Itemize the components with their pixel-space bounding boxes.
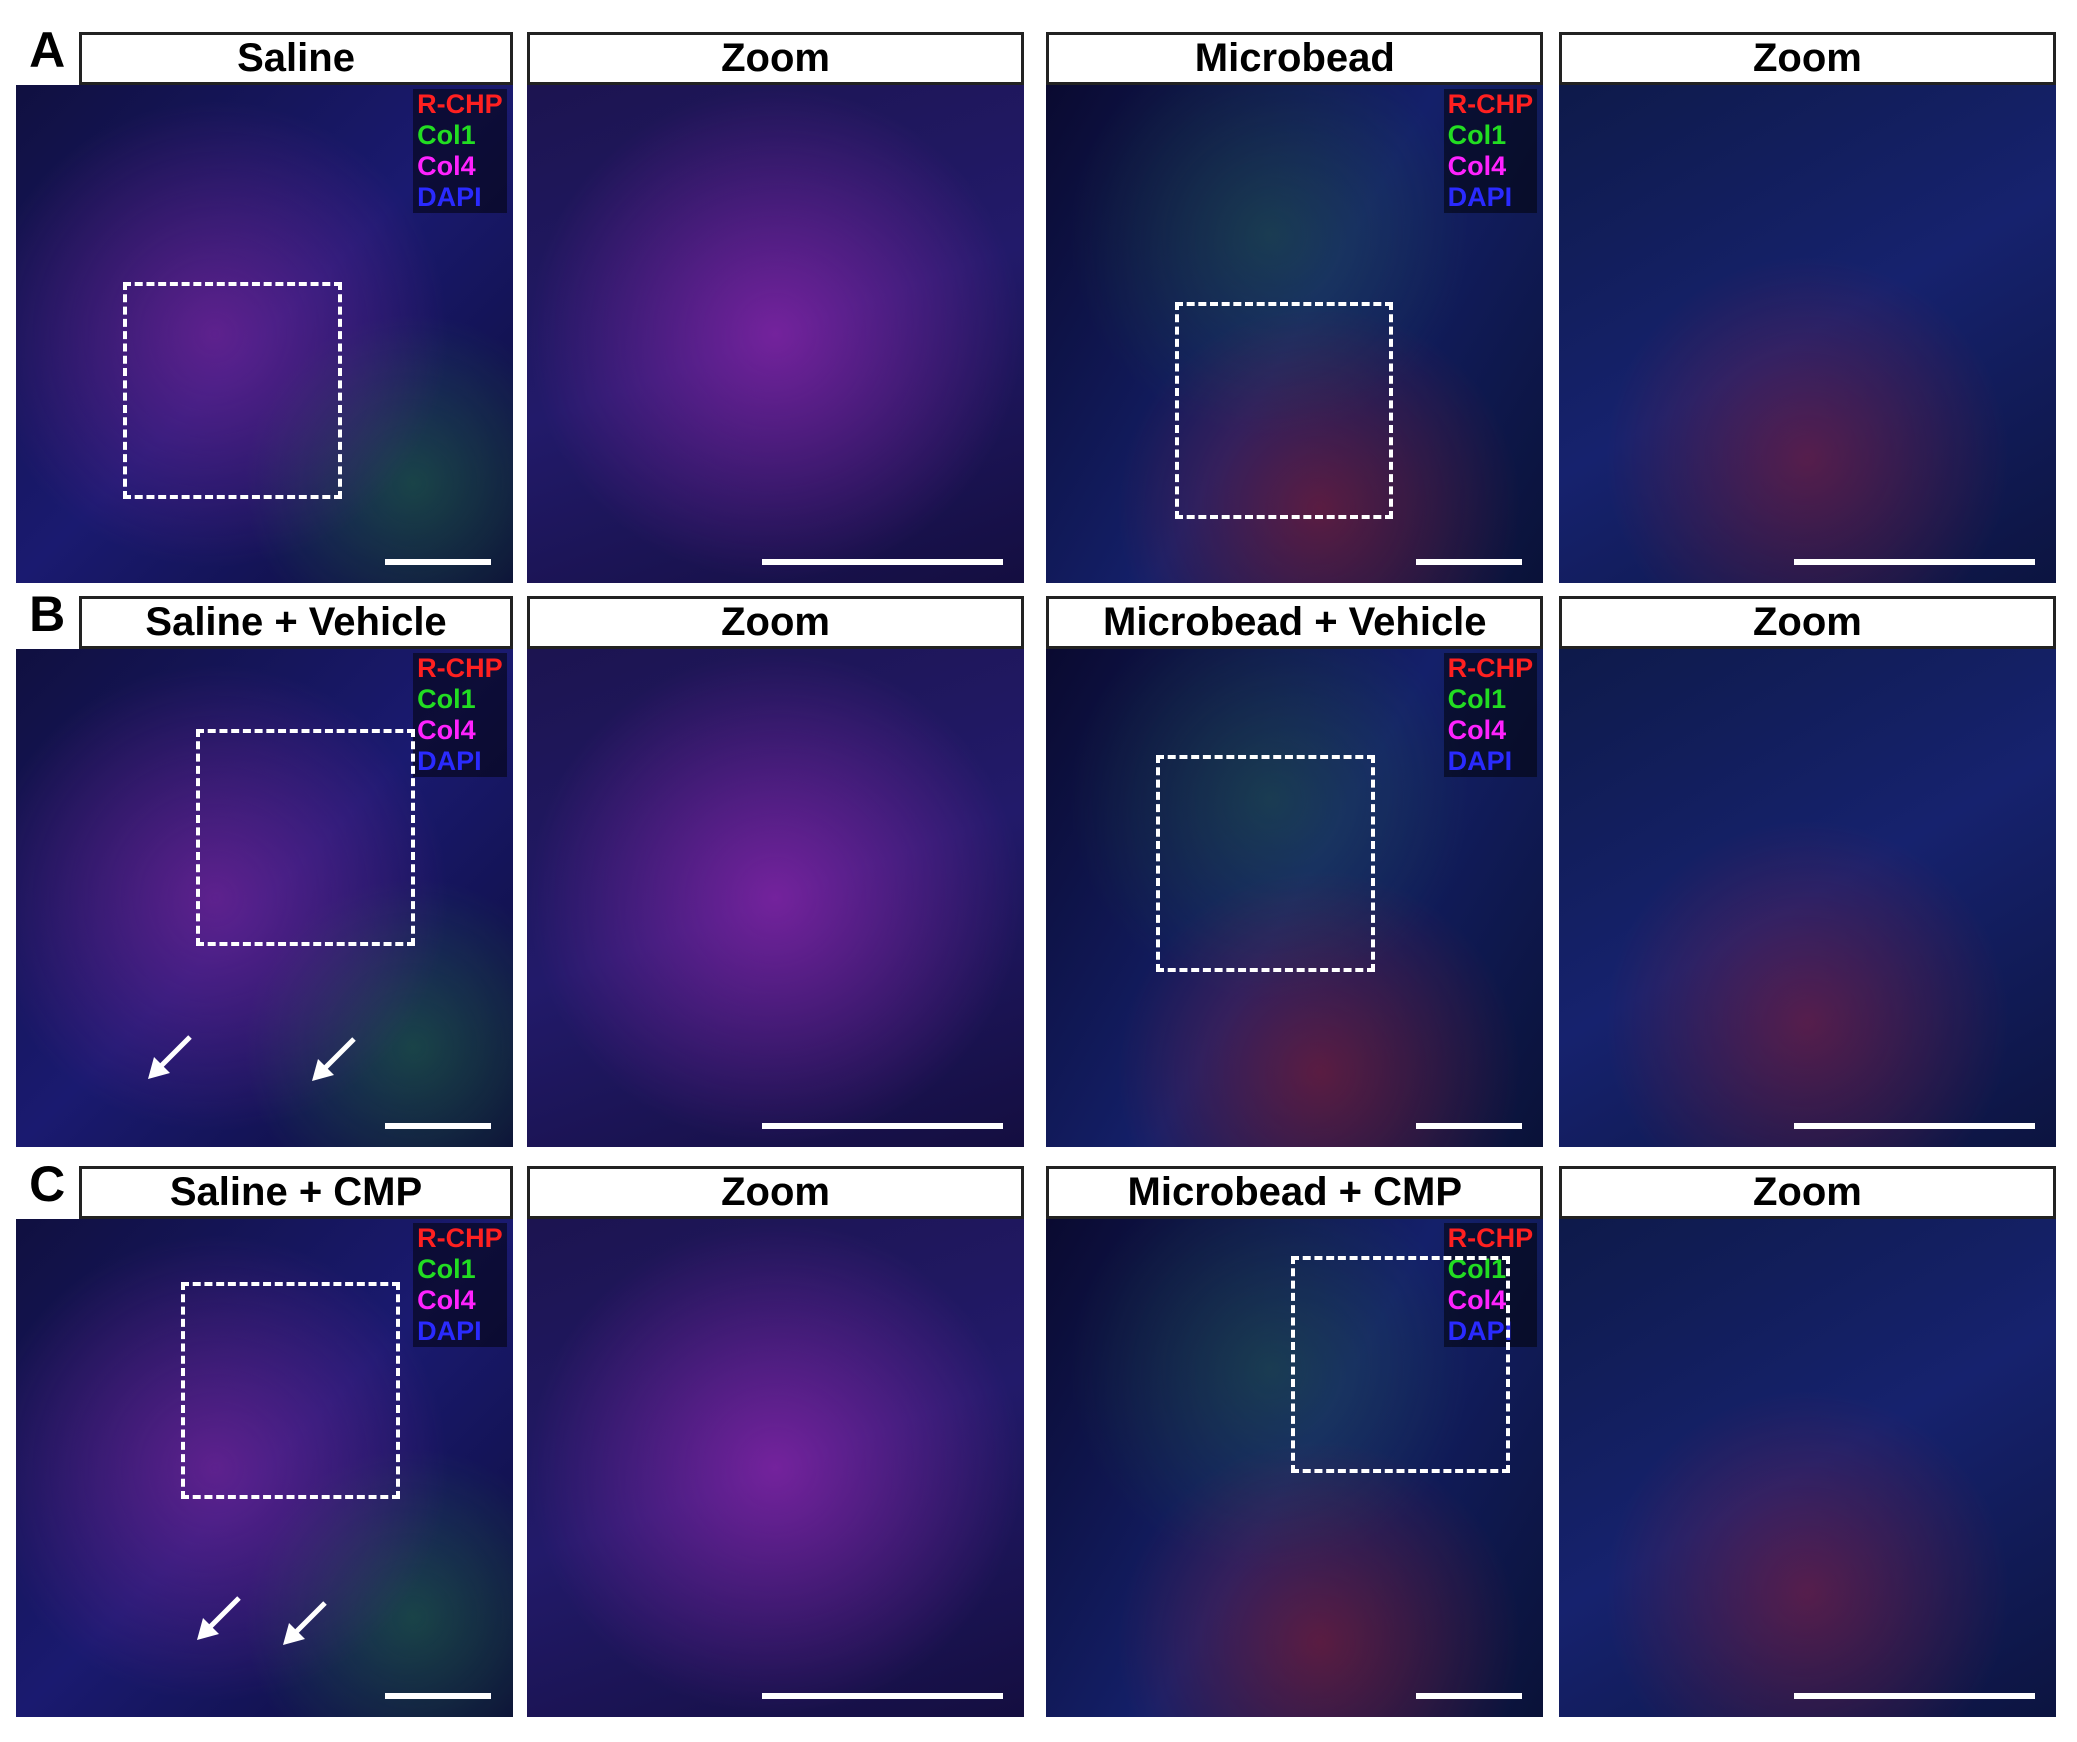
micrograph — [527, 649, 1024, 1148]
scale-bar — [1793, 1123, 2035, 1130]
micrograph — [1559, 649, 2056, 1148]
panel-title: Zoom — [527, 1165, 1024, 1219]
micrograph: R-CHP Col1 Col4 DAPI — [15, 1218, 513, 1717]
channel-legend: R-CHP Col1 Col4 DAPI — [413, 88, 507, 213]
micrograph: R-CHP Col1 Col4 DAPI — [15, 84, 513, 583]
zoom-region — [181, 1282, 400, 1500]
zoom-region — [123, 282, 342, 500]
channel-name: Col4 — [1447, 150, 1507, 181]
panel-title: Saline + CMP — [79, 1165, 513, 1219]
scale-bar — [1793, 558, 2035, 565]
panel-title: Zoom — [527, 31, 1024, 85]
channel-name: Col4 — [1447, 1284, 1507, 1315]
zoom-region — [196, 728, 415, 946]
micrograph — [1559, 84, 2056, 583]
channel-legend: R-CHP Col1 Col4 DAPI — [413, 653, 507, 778]
channel-name: R-CHP — [417, 88, 503, 119]
channel-name: Col4 — [1447, 715, 1507, 746]
channel-name: Col1 — [1447, 119, 1507, 150]
channel-legend: R-CHP Col1 Col4 DAPI — [1443, 88, 1538, 213]
panel-title: Zoom — [1559, 596, 2056, 650]
channel-name: R-CHP — [417, 1222, 503, 1253]
scale-bar — [385, 1692, 492, 1699]
micrograph: R-CHP Col1 Col4 DAPI — [15, 649, 513, 1148]
zoom-region — [1174, 302, 1394, 520]
channel-name: R-CHP — [417, 653, 503, 684]
scale-bar — [1793, 1692, 2035, 1699]
channel-name: Col1 — [1447, 684, 1507, 715]
micrograph — [527, 84, 1024, 583]
scale-bar — [761, 1692, 1003, 1699]
channel-name: DAPI — [1447, 181, 1513, 212]
panel-title: Microbead + CMP — [1046, 1165, 1544, 1219]
micrograph: R-CHP Col1 Col4 DAPI — [1046, 84, 1544, 583]
channel-name: Col1 — [417, 1253, 476, 1284]
panel-title: Saline + Vehicle — [79, 596, 513, 650]
scale-bar — [1416, 558, 1522, 565]
channel-name: Col4 — [417, 715, 476, 746]
channel-name: Col1 — [417, 684, 476, 715]
arrow — [282, 1601, 327, 1646]
channel-name: DAPI — [417, 746, 482, 777]
channel-legend: R-CHP Col1 Col4 DAPI — [1443, 653, 1538, 778]
panel-title: Zoom — [527, 596, 1024, 650]
channel-name: R-CHP — [1447, 88, 1534, 119]
scale-bar — [761, 558, 1003, 565]
arrow — [311, 1037, 356, 1082]
channel-name: DAPI — [417, 1315, 482, 1346]
panel-title: Zoom — [1559, 31, 2056, 85]
scale-bar — [761, 1123, 1003, 1130]
micrograph — [1559, 1218, 2056, 1717]
scale-bar — [385, 558, 492, 565]
channel-name: DAPI — [417, 181, 482, 212]
scale-bar — [385, 1123, 492, 1130]
channel-name: Col1 — [417, 119, 476, 150]
panel-letter: B — [29, 586, 66, 643]
arrow — [196, 1596, 241, 1641]
channel-name: R-CHP — [1447, 1222, 1534, 1253]
panel-title: Zoom — [1559, 1165, 2056, 1219]
panel-title: Saline — [79, 31, 513, 85]
channel-name: Col4 — [417, 1284, 476, 1315]
scale-bar — [1416, 1692, 1522, 1699]
panel-title: Microbead + Vehicle — [1046, 596, 1544, 650]
panel-title: Microbead — [1046, 31, 1544, 85]
micrograph — [527, 1218, 1024, 1717]
channel-name: R-CHP — [1447, 653, 1534, 684]
panel-letter: A — [29, 22, 66, 79]
zoom-region — [1291, 1255, 1511, 1473]
channel-name: Col4 — [417, 150, 476, 181]
channel-legend: R-CHP Col1 Col4 DAPI — [413, 1222, 507, 1347]
arrow — [147, 1034, 192, 1079]
zoom-region — [1156, 755, 1375, 973]
micrograph: R-CHP Col1 Col4 DAPI — [1046, 649, 1544, 1148]
channel-name: DAPI — [1447, 746, 1513, 777]
micrograph: R-CHP Col1 Col4 DAPI — [1046, 1218, 1544, 1717]
panel-letter: C — [29, 1156, 66, 1213]
channel-name: DAPI — [1447, 1315, 1513, 1346]
scale-bar — [1416, 1123, 1522, 1130]
